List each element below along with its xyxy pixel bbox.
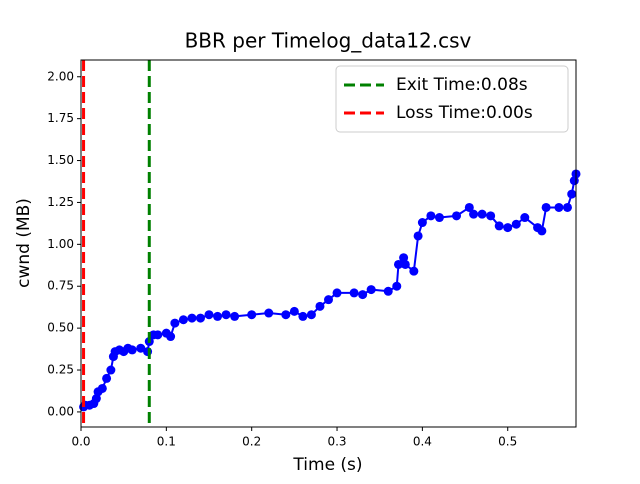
data-point <box>392 281 402 291</box>
y-tick-label: 0.25 <box>47 363 74 377</box>
data-point <box>383 286 393 296</box>
data-point <box>264 308 274 318</box>
data-point <box>289 306 299 316</box>
x-tick-label: 0.4 <box>413 435 432 449</box>
data-point <box>541 202 551 212</box>
data-point <box>97 383 107 393</box>
data-point <box>366 285 376 295</box>
data-point <box>230 311 240 321</box>
legend-label: Exit Time:0.08s <box>396 75 528 95</box>
data-point <box>324 295 333 305</box>
data-point <box>187 313 197 323</box>
x-tick-label: 0.3 <box>327 435 346 449</box>
y-tick-label: 1.50 <box>47 153 74 167</box>
chart-title: BBR per Timelog_data12.csv <box>185 29 472 53</box>
data-point <box>127 345 137 355</box>
x-tick-label: 0.1 <box>157 435 176 449</box>
legend-label: Loss Time:0.00s <box>396 103 533 123</box>
data-point <box>567 189 577 199</box>
data-point <box>349 288 359 298</box>
y-axis-label: cwnd (MB) <box>14 198 34 288</box>
x-axis-label: Time (s) <box>292 455 362 475</box>
data-point <box>178 315 188 325</box>
data-point <box>426 211 436 221</box>
data-point <box>315 301 325 311</box>
data-point <box>136 343 146 353</box>
plot-frame <box>80 59 577 428</box>
data-point <box>106 365 116 375</box>
data-point <box>477 209 487 219</box>
data-point <box>153 330 163 340</box>
data-point <box>393 259 403 269</box>
data-point <box>486 211 496 221</box>
y-tick-label: 2.00 <box>47 69 74 83</box>
data-point <box>409 266 419 276</box>
data-point <box>170 318 180 328</box>
y-tick-label: 0.75 <box>47 279 74 293</box>
data-point <box>520 213 530 223</box>
y-tick-label: 1.75 <box>47 111 74 125</box>
x-tick-label: 0.0 <box>71 435 90 449</box>
data-point <box>298 311 308 321</box>
y-tick-label: 0.50 <box>47 321 74 335</box>
data-point <box>464 202 474 212</box>
data-point <box>195 313 205 323</box>
data-point <box>537 226 547 236</box>
data-point <box>562 202 572 212</box>
data-point <box>452 211 462 221</box>
data-point <box>247 310 257 320</box>
data-point <box>503 223 513 233</box>
y-tick-label: 1.00 <box>47 237 74 251</box>
data-point <box>400 259 410 269</box>
data-point <box>413 231 423 241</box>
data-point <box>434 213 444 223</box>
data-point <box>213 311 223 321</box>
x-tick-label: 0.5 <box>498 435 517 449</box>
data-point <box>204 310 214 320</box>
data-point <box>221 310 231 320</box>
data-point <box>417 218 427 228</box>
data-point <box>511 219 521 229</box>
legend-box <box>335 65 569 133</box>
data-point <box>166 332 176 342</box>
data-point <box>554 202 564 212</box>
data-point <box>494 221 504 231</box>
y-tick-label: 1.25 <box>47 195 74 209</box>
x-tick-label: 0.2 <box>242 435 261 449</box>
data-point <box>358 290 368 300</box>
data-line <box>82 173 577 408</box>
data-point <box>306 310 316 320</box>
data-point <box>281 310 291 320</box>
y-tick-label: 0.00 <box>47 404 74 418</box>
data-point <box>332 288 342 298</box>
data-point <box>469 209 479 219</box>
data-point <box>102 373 112 383</box>
